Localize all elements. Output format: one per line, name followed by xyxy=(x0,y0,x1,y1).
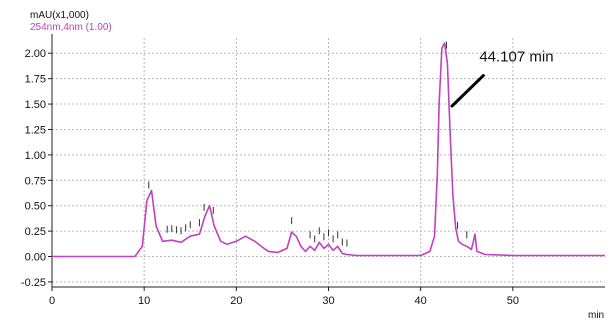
x-tick-label: 0 xyxy=(49,295,55,307)
annotation-label: 44.107 min xyxy=(479,49,553,66)
annotation-layer: 44.107 min xyxy=(450,49,554,108)
x-tick-label: 30 xyxy=(322,295,334,307)
y-tick-label: -0.25 xyxy=(21,277,46,289)
series-layer xyxy=(52,42,605,258)
y-tick-label: 0.50 xyxy=(25,201,46,213)
series-line xyxy=(52,42,605,258)
y-tick-label: 1.75 xyxy=(25,74,46,86)
peak-marker-layer xyxy=(148,41,468,247)
y-tick-label: 1.25 xyxy=(25,124,46,136)
y-tick-label: 2.00 xyxy=(25,48,46,60)
y-tick-label: 1.00 xyxy=(25,150,46,162)
x-tick-label: 20 xyxy=(230,295,242,307)
x-tick-label: 40 xyxy=(415,295,427,307)
annotation-arrow xyxy=(450,74,485,108)
y-axis-unit-label: mAU(x1,000) xyxy=(30,10,89,21)
axis-layer: -0.25 0.00 0.25 0.50 0.75 1.00 1.25 1.50 1.75 2.0… xyxy=(21,34,605,307)
series-legend-label: 254nm,4nm (1.00) xyxy=(30,22,112,33)
x-tick-label: 50 xyxy=(507,295,519,307)
y-tick-label: 0.25 xyxy=(25,226,46,238)
y-tick-label: 0.00 xyxy=(25,252,46,264)
x-axis-unit-label: min xyxy=(588,310,604,321)
grid-layer xyxy=(51,38,605,287)
y-tick-label: 1.50 xyxy=(25,99,46,111)
x-tick-label: 10 xyxy=(138,295,150,307)
y-tick-label: 0.75 xyxy=(25,175,46,187)
